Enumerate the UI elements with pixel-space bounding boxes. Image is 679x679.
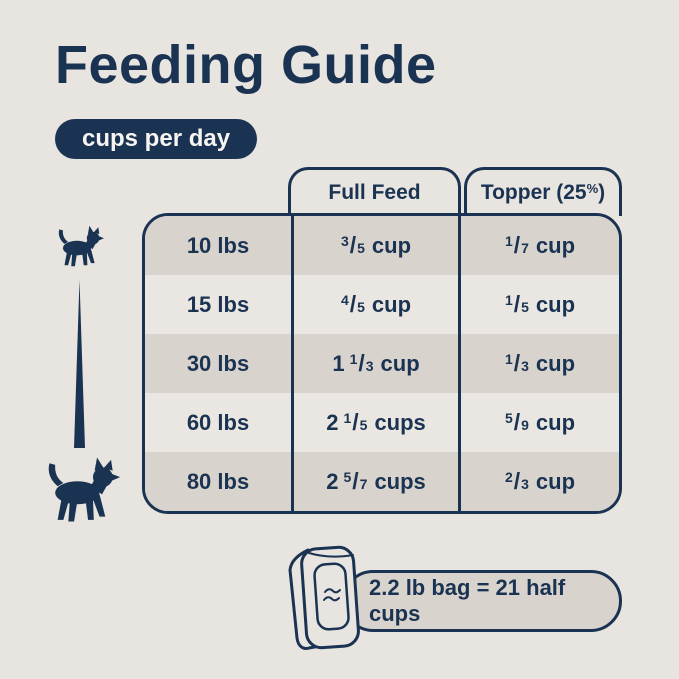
- fraction-numerator: 5: [343, 469, 352, 485]
- fraction-numerator: 1: [504, 292, 513, 308]
- fraction-denominator: 5: [357, 240, 365, 256]
- fraction-denominator: 3: [521, 476, 529, 492]
- fraction-slash: /: [513, 350, 521, 376]
- fraction-numerator: 5: [504, 410, 513, 426]
- fraction-numerator: 3: [340, 233, 349, 249]
- amount-whole: 1: [332, 351, 345, 376]
- amount-whole: 2: [326, 410, 339, 435]
- fraction-denominator: 7: [359, 476, 368, 492]
- amount-unit: cups: [374, 469, 426, 494]
- topper-cell: 1/3 cup: [458, 334, 619, 393]
- fraction-slash: /: [349, 291, 357, 317]
- large-dog-icon: [48, 457, 121, 522]
- topper-cell: 5/9 cup: [458, 393, 619, 452]
- fraction-denominator: 3: [521, 358, 529, 374]
- dog-food-bag-icon: [288, 545, 360, 650]
- fraction-denominator: 5: [359, 417, 368, 433]
- amount-unit: cup: [535, 233, 576, 258]
- fraction-slash: /: [352, 409, 359, 435]
- weight-cell: 30 lbs: [145, 334, 291, 393]
- badge-label: cups per day: [82, 125, 231, 152]
- fraction-numerator: 1: [504, 233, 513, 249]
- size-scale-triangle-icon: [74, 280, 85, 448]
- fraction-denominator: 3: [365, 358, 374, 374]
- fraction-numerator: 4: [340, 292, 349, 308]
- full-feed-cell: 2 1/5 cups: [291, 393, 458, 452]
- amount: 2 5/7 cups: [326, 468, 426, 495]
- cups-per-day-badge: cups per day: [55, 119, 258, 159]
- fraction-numerator: 1: [343, 410, 352, 426]
- amount-unit: cup: [371, 292, 412, 317]
- fraction-slash: /: [349, 232, 357, 258]
- weight-cell: 10 lbs: [145, 216, 291, 275]
- weight-cell: 60 lbs: [145, 393, 291, 452]
- fraction-slash: /: [513, 291, 521, 317]
- fraction-numerator: 1: [349, 351, 358, 367]
- amount: 5/9 cup: [505, 409, 575, 436]
- amount: 4/5 cup: [341, 291, 411, 318]
- amount-whole: 2: [326, 469, 339, 494]
- feeding-table: 10 lbs 3/5 cup 1/7 cup 15 lbs 4/5 cup 1/5 cup 30 l…: [142, 213, 622, 514]
- amount-unit: cup: [535, 469, 576, 494]
- topper-cell: 1/5 cup: [458, 275, 619, 334]
- fraction-slash: /: [513, 468, 521, 494]
- full-feed-cell: 1 1/3 cup: [291, 334, 458, 393]
- amount: 1/7 cup: [505, 232, 575, 259]
- amount: 1/5 cup: [505, 291, 575, 318]
- fraction-slash: /: [513, 232, 521, 258]
- fraction-slash: /: [358, 350, 365, 376]
- amount: 3/5 cup: [341, 232, 411, 259]
- fraction-denominator: 7: [521, 240, 529, 256]
- fraction-denominator: 9: [521, 417, 529, 433]
- fraction-denominator: 5: [521, 299, 529, 315]
- amount: 2/3 cup: [505, 468, 575, 495]
- amount-unit: cup: [371, 233, 412, 258]
- column-header-full-feed: Full Feed: [288, 167, 461, 216]
- amount: 2 1/5 cups: [326, 409, 426, 436]
- fraction-denominator: 5: [357, 299, 365, 315]
- amount-unit: cup: [380, 351, 420, 376]
- small-dog-icon: [58, 225, 104, 267]
- page-title: Feeding Guide: [55, 35, 437, 95]
- fraction-slash: /: [513, 409, 521, 435]
- column-header-topper: Topper (25%): [464, 167, 622, 216]
- amount-unit: cup: [535, 410, 576, 435]
- fraction-numerator: 2: [504, 469, 513, 485]
- topper-cell: 2/3 cup: [458, 452, 619, 511]
- full-feed-cell: 4/5 cup: [291, 275, 458, 334]
- amount: 1/3 cup: [505, 350, 575, 377]
- amount-unit: cups: [374, 410, 426, 435]
- topper-label: Topper (25%): [480, 181, 606, 204]
- topper-cell: 1/7 cup: [458, 216, 619, 275]
- percent-superscript: %: [586, 181, 599, 196]
- fraction-slash: /: [352, 468, 359, 494]
- amount: 1 1/3 cup: [332, 350, 419, 377]
- weight-cell: 15 lbs: [145, 275, 291, 334]
- full-feed-cell: 3/5 cup: [291, 216, 458, 275]
- bag-note-text: 2.2 lb bag = 21 half cups: [369, 575, 566, 626]
- full-feed-cell: 2 5/7 cups: [291, 452, 458, 511]
- weight-cell: 80 lbs: [145, 452, 291, 511]
- amount-unit: cup: [535, 351, 576, 376]
- amount-unit: cup: [535, 292, 576, 317]
- fraction-numerator: 1: [504, 351, 513, 367]
- full-feed-label: Full Feed: [328, 181, 421, 204]
- bag-equivalence-pill: 2.2 lb bag = 21 half cups: [342, 570, 622, 632]
